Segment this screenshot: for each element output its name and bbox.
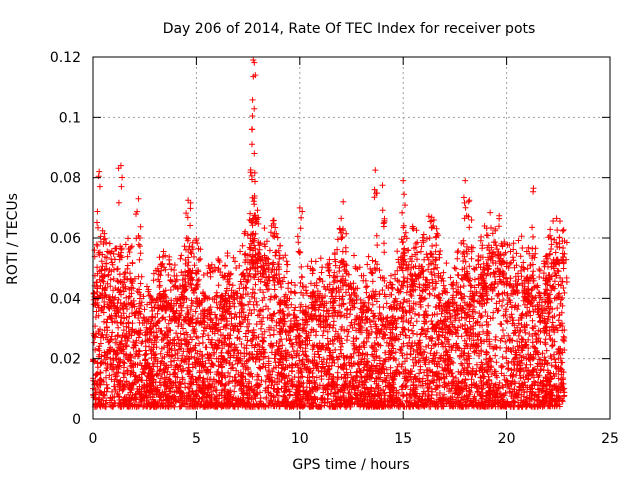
data-point	[117, 162, 124, 169]
data-point	[466, 197, 473, 204]
x-tick-label: 10	[291, 431, 309, 447]
data-points	[90, 57, 570, 410]
data-point	[462, 177, 469, 184]
data-point	[185, 197, 192, 204]
y-tick-label: 0.08	[50, 171, 81, 187]
data-point	[340, 198, 347, 205]
data-point	[135, 195, 142, 202]
data-point	[249, 126, 256, 133]
x-tick-label: 20	[498, 431, 516, 447]
y-tick-label: 0	[72, 412, 81, 428]
y-axis-label: ROTI / TECUs	[5, 193, 21, 285]
y-tick-label: 0.06	[50, 231, 81, 247]
data-point	[379, 182, 386, 189]
y-tick-label: 0.12	[50, 50, 81, 66]
y-tick-label: 0.02	[50, 352, 81, 368]
data-point	[400, 177, 407, 184]
x-tick-label: 5	[192, 431, 201, 447]
data-point	[530, 185, 537, 192]
data-point	[561, 238, 568, 245]
x-tick-label: 25	[601, 431, 619, 447]
data-point	[251, 150, 258, 157]
axis-ticks: 0 0.02 0.04 0.06 0.08 0.1 0.12 0 5 10 15 20 25	[50, 50, 619, 447]
data-point	[250, 73, 257, 80]
scatter-markers	[90, 59, 570, 410]
x-tick-label: 15	[394, 431, 412, 447]
data-point	[296, 204, 303, 211]
x-tick-label: 0	[89, 431, 98, 447]
y-tick-label: 0.1	[59, 110, 81, 126]
data-point	[372, 167, 379, 174]
data-point	[96, 168, 103, 175]
y-tick-label: 0.04	[50, 291, 81, 307]
chart-title: Day 206 of 2014, Rate Of TEC Index for r…	[163, 21, 536, 37]
x-axis-label: GPS time / hours	[292, 457, 409, 473]
data-point	[250, 57, 257, 64]
